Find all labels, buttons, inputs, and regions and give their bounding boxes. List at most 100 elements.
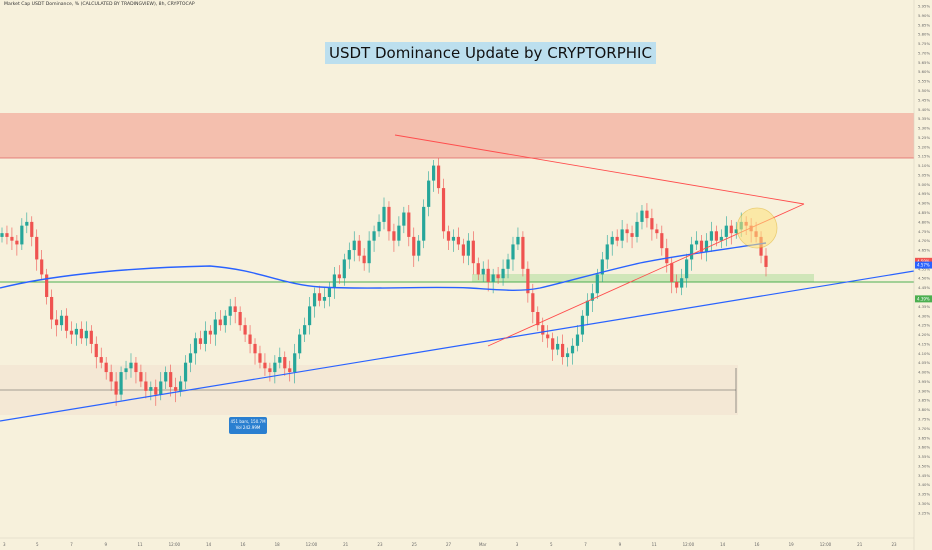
candle-body bbox=[397, 225, 401, 241]
candle-body bbox=[585, 300, 590, 316]
candle-body bbox=[590, 293, 594, 301]
candle-body bbox=[377, 221, 381, 232]
price-label-box bbox=[915, 261, 932, 269]
price-tick-label: 4.65% bbox=[918, 248, 930, 253]
candle-body bbox=[139, 372, 143, 382]
time-tick-label: 7 bbox=[70, 542, 73, 547]
candle-body bbox=[268, 368, 272, 373]
price-tick-label: 5.70% bbox=[918, 50, 930, 55]
candle-body bbox=[680, 278, 684, 288]
price-tick-label: 3.55% bbox=[918, 454, 930, 459]
time-tick-label: 21 bbox=[343, 542, 349, 547]
price-labels: 4.59%4.57% 4.39% bbox=[915, 257, 932, 303]
candle-body bbox=[501, 268, 505, 279]
candle-body bbox=[307, 306, 312, 326]
price-tick-label: 3.75% bbox=[918, 417, 930, 422]
candle-body bbox=[149, 387, 153, 391]
candle-body bbox=[79, 328, 83, 339]
candle-body bbox=[347, 250, 351, 260]
candle-body bbox=[54, 319, 59, 326]
time-tick-label: 9 bbox=[105, 542, 108, 547]
candle-body bbox=[660, 233, 664, 249]
price-label-text: 4.59% bbox=[917, 259, 930, 264]
candle-body bbox=[427, 180, 431, 207]
candle-body bbox=[670, 263, 674, 282]
candle-body bbox=[635, 221, 639, 237]
time-axis[interactable]: 3 5 7 9 11 12:00 14 16 18 12:00 21 23 25 27 Mar 3 5 7 9 11 1… bbox=[3, 542, 897, 547]
price-tick-label: 4.50% bbox=[918, 276, 930, 281]
price-tick-label: 4.45% bbox=[918, 285, 930, 290]
price-tick-label: 3.50% bbox=[918, 463, 930, 468]
candle-body bbox=[521, 236, 525, 269]
price-tick-label: 5.55% bbox=[918, 79, 930, 84]
price-label-box bbox=[915, 295, 932, 303]
price-tick-label: 5.75% bbox=[918, 41, 930, 46]
candle-body bbox=[317, 293, 322, 301]
candle-body bbox=[59, 315, 64, 326]
candle-body bbox=[50, 296, 54, 320]
time-tick-label: 27 bbox=[446, 542, 452, 547]
candle-body bbox=[491, 274, 495, 282]
candle-body bbox=[615, 236, 619, 241]
time-tick-label: 21 bbox=[857, 542, 863, 547]
candle-body bbox=[109, 372, 113, 382]
price-tick-label: 3.40% bbox=[918, 482, 930, 487]
time-tick-label: 12:00 bbox=[306, 542, 318, 547]
candle-body bbox=[144, 381, 148, 391]
price-tick-label: 4.80% bbox=[918, 219, 930, 224]
time-tick-label: 12:00 bbox=[820, 542, 832, 547]
candle-body bbox=[506, 259, 510, 269]
candle-body bbox=[99, 357, 103, 363]
price-tick-label: 5.95% bbox=[918, 4, 930, 9]
candle-body bbox=[575, 334, 580, 346]
candle-body bbox=[253, 343, 257, 354]
candle-body bbox=[30, 221, 34, 237]
candle-body bbox=[312, 293, 317, 307]
price-tick-label: 5.85% bbox=[918, 22, 930, 27]
candle-body bbox=[625, 229, 629, 234]
candle-body bbox=[64, 315, 69, 331]
candle-body bbox=[74, 328, 79, 335]
candle-body bbox=[481, 268, 485, 275]
time-tick-label: 25 bbox=[412, 542, 418, 547]
price-tick-label: 5.05% bbox=[918, 172, 930, 177]
candle-body bbox=[5, 233, 9, 237]
time-tick-label: 3 bbox=[516, 542, 519, 547]
candle-body bbox=[322, 296, 327, 301]
candle-body bbox=[704, 240, 709, 252]
time-tick-label: 7 bbox=[584, 542, 587, 547]
candle-body bbox=[352, 240, 356, 251]
candle-body bbox=[392, 231, 396, 241]
candle-body bbox=[650, 218, 654, 230]
candle-body bbox=[327, 287, 332, 297]
tooltip-line-1: 451 bars, 150.7M bbox=[230, 419, 266, 424]
candle-body bbox=[432, 165, 436, 181]
price-tick-label: 3.25% bbox=[918, 510, 930, 515]
candle-body bbox=[278, 357, 282, 363]
price-tick-label: 5.20% bbox=[918, 144, 930, 149]
time-tick-label: 3 bbox=[3, 542, 6, 547]
price-axis[interactable]: 5.95% 5.90% 5.85% 5.80% 5.75% 5.70% 5.65% 5.60%… bbox=[918, 4, 930, 516]
candle-body bbox=[536, 312, 540, 326]
candle-body bbox=[15, 240, 19, 245]
candle-body bbox=[218, 319, 222, 326]
candle-body bbox=[724, 225, 728, 237]
resistance-zone bbox=[0, 113, 914, 158]
candle-body bbox=[699, 240, 704, 252]
candle-body bbox=[694, 240, 699, 245]
candle-body bbox=[402, 212, 406, 226]
candle-body bbox=[35, 236, 39, 260]
price-tick-label: 3.35% bbox=[918, 492, 930, 497]
price-tick-label: 3.60% bbox=[918, 445, 930, 450]
candle-body bbox=[546, 334, 550, 339]
time-tick-label: 11 bbox=[652, 542, 658, 547]
candle-body bbox=[734, 229, 738, 234]
price-tick-label: 5.90% bbox=[918, 13, 930, 18]
price-tick-label: 3.90% bbox=[918, 388, 930, 393]
candle-body bbox=[10, 236, 14, 241]
candle-body bbox=[124, 368, 128, 373]
candle-body bbox=[719, 236, 723, 241]
candle-body bbox=[367, 240, 371, 264]
candle-body bbox=[456, 236, 461, 245]
